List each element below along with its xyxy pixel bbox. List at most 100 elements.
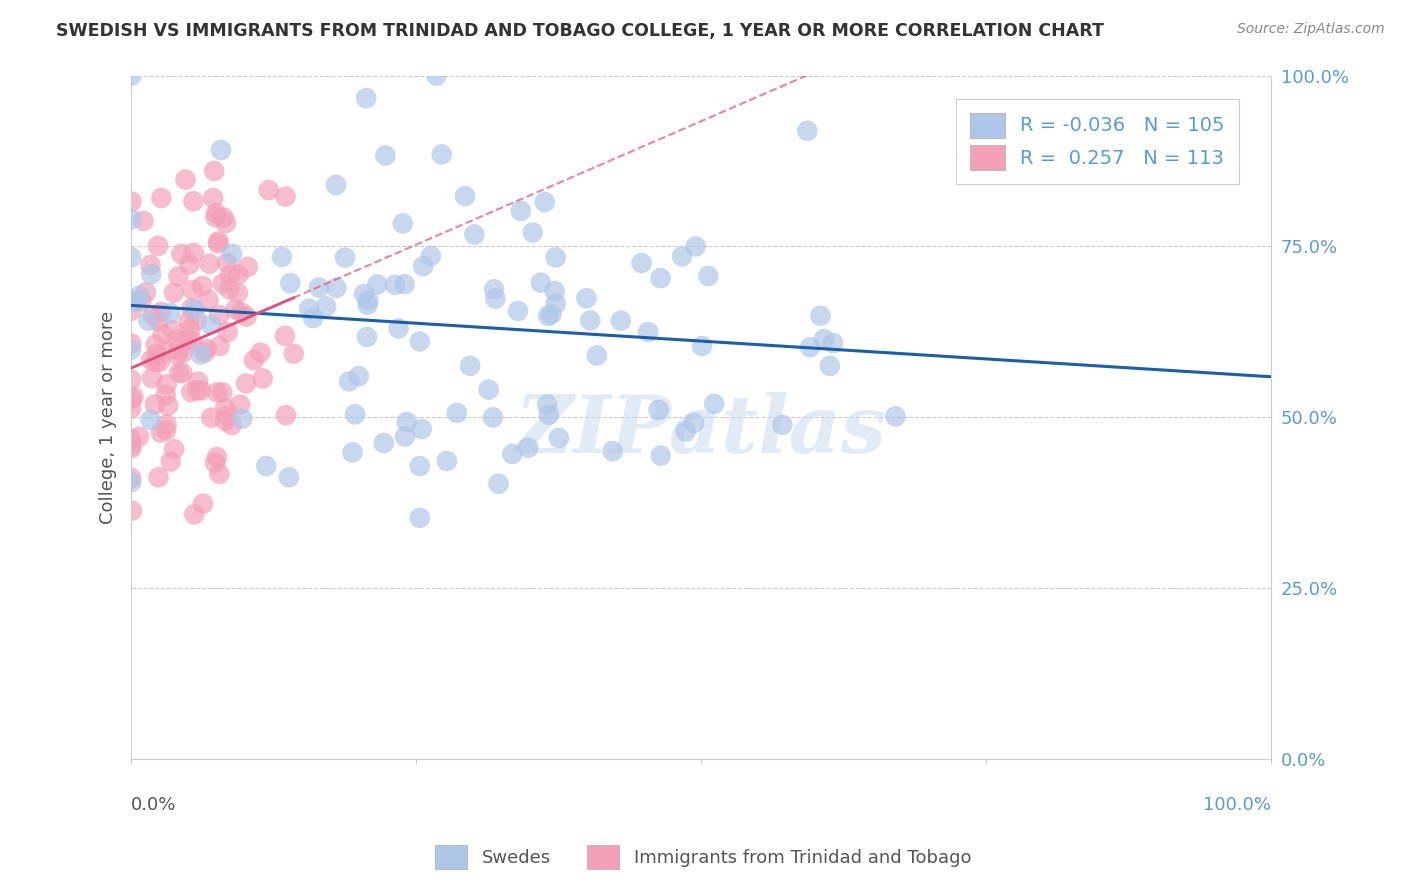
Point	[537, 309, 560, 323]
Point	[186, 313, 208, 327]
Point	[650, 449, 672, 463]
Point	[488, 476, 510, 491]
Point	[436, 454, 458, 468]
Point	[162, 323, 184, 337]
Point	[394, 429, 416, 443]
Point	[167, 366, 190, 380]
Point	[325, 281, 347, 295]
Point	[190, 384, 212, 398]
Point	[195, 342, 218, 356]
Point	[506, 304, 529, 318]
Point	[484, 292, 506, 306]
Point	[186, 384, 208, 398]
Point	[685, 239, 707, 253]
Point	[141, 371, 163, 385]
Point	[120, 441, 142, 455]
Point	[150, 305, 173, 319]
Point	[249, 345, 271, 359]
Point	[501, 447, 523, 461]
Point	[270, 250, 292, 264]
Point	[274, 189, 297, 203]
Point	[155, 423, 177, 437]
Point	[650, 271, 672, 285]
Point	[181, 334, 204, 348]
Point	[122, 390, 145, 404]
Point	[152, 327, 174, 342]
Point	[610, 314, 633, 328]
Point	[391, 216, 413, 230]
Point	[228, 268, 250, 282]
Point	[224, 302, 246, 317]
Point	[176, 333, 198, 347]
Point	[630, 256, 652, 270]
Point	[215, 216, 238, 230]
Point	[132, 214, 155, 228]
Point	[337, 375, 360, 389]
Point	[412, 259, 434, 273]
Point	[179, 322, 201, 336]
Point	[163, 285, 186, 300]
Point	[120, 304, 142, 318]
Point	[637, 325, 659, 339]
Point	[217, 325, 239, 339]
Point	[283, 347, 305, 361]
Point	[135, 285, 157, 300]
Point	[120, 475, 142, 489]
Text: SWEDISH VS IMMIGRANTS FROM TRINIDAD AND TOBAGO COLLEGE, 1 YEAR OR MORE CORRELATI: SWEDISH VS IMMIGRANTS FROM TRINIDAD AND …	[56, 22, 1104, 40]
Point	[205, 385, 228, 400]
Point	[181, 283, 204, 297]
Point	[823, 336, 845, 351]
Point	[191, 279, 214, 293]
Point	[200, 318, 222, 332]
Point	[342, 445, 364, 459]
Point	[120, 432, 142, 446]
Point	[530, 276, 553, 290]
Point	[167, 343, 190, 357]
Point	[183, 508, 205, 522]
Point	[180, 385, 202, 400]
Point	[374, 148, 396, 162]
Point	[446, 406, 468, 420]
Point	[425, 69, 447, 83]
Point	[174, 172, 197, 186]
Point	[221, 246, 243, 260]
Point	[458, 359, 481, 373]
Point	[208, 467, 231, 481]
Point	[128, 430, 150, 444]
Point	[212, 211, 235, 225]
Point	[172, 366, 194, 380]
Point	[120, 212, 142, 227]
Point	[454, 189, 477, 203]
Point	[409, 510, 432, 524]
Point	[120, 373, 142, 387]
Point	[141, 267, 163, 281]
Point	[229, 398, 252, 412]
Point	[209, 143, 232, 157]
Point	[120, 438, 142, 452]
Point	[172, 345, 194, 359]
Point	[675, 425, 697, 439]
Point	[159, 306, 181, 320]
Text: Source: ZipAtlas.com: Source: ZipAtlas.com	[1237, 22, 1385, 37]
Point	[384, 277, 406, 292]
Point	[226, 286, 249, 301]
Point	[149, 425, 172, 440]
Point	[357, 293, 380, 308]
Point	[353, 287, 375, 301]
Point	[818, 359, 841, 373]
Point	[411, 422, 433, 436]
Point	[191, 497, 214, 511]
Point	[155, 417, 177, 432]
Point	[120, 392, 142, 406]
Point	[703, 397, 725, 411]
Point	[534, 195, 557, 210]
Point	[344, 407, 367, 421]
Point	[159, 454, 181, 468]
Point	[149, 354, 172, 368]
Point	[205, 450, 228, 464]
Point	[509, 203, 531, 218]
Point	[252, 371, 274, 385]
Point	[208, 339, 231, 353]
Point	[125, 294, 148, 309]
Point	[796, 124, 818, 138]
